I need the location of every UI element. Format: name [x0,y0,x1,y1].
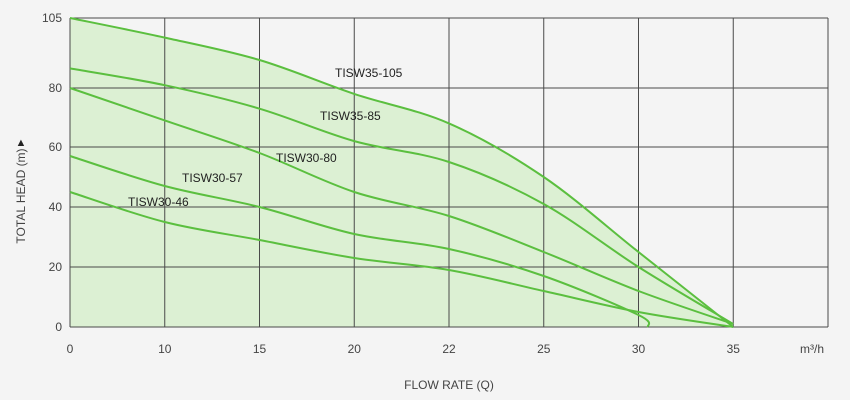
x-tick-label: 22 [442,342,456,356]
y-tick-label: 0 [55,320,62,334]
x-tick-label: 15 [253,342,267,356]
curve-tisw30-80 [69,87,734,325]
x-axis-unit: m³/h [800,342,824,356]
x-tick-label: 10 [158,342,172,356]
y-axis-title: TOTAL HEAD (m) [14,148,28,243]
curve-tisw35-85 [69,67,734,325]
y-tick-label: 105 [42,11,62,25]
curve-tisw30-57 [69,155,651,328]
series-label-tisw35-105: TISW35-105 [335,66,403,80]
series-label-tisw30-57: TISW30-57 [182,171,243,185]
y-tick-label: 20 [49,260,63,274]
x-axis-ticks: 0 10 15 20 22 25 30 35 [67,342,741,356]
y-tick-label: 80 [49,81,63,95]
x-tick-label: 0 [67,342,74,356]
curve-fill-area [70,18,734,327]
y-tick-label: 60 [49,140,63,154]
x-tick-label: 35 [727,342,741,356]
curve-tisw30-46 [69,191,734,328]
series-label-tisw30-80: TISW30-80 [276,151,337,165]
y-tick-label: 40 [49,200,63,214]
y-axis-arrow-icon: ▲ [16,137,27,149]
curve-tisw35-105 [69,17,734,328]
x-tick-label: 20 [348,342,362,356]
performance-curves [69,17,734,328]
series-label-tisw30-46: TISW30-46 [128,195,189,209]
series-label-tisw35-85: TISW35-85 [320,109,381,123]
x-tick-label: 25 [537,342,551,356]
x-tick-label: 30 [632,342,646,356]
x-axis-title: FLOW RATE (Q) [404,378,494,392]
y-axis-ticks: 0 20 40 60 80 105 [42,11,62,334]
series-labels: TISW35-105 TISW35-85 TISW30-80 TISW30-57 TIS… [128,66,403,209]
